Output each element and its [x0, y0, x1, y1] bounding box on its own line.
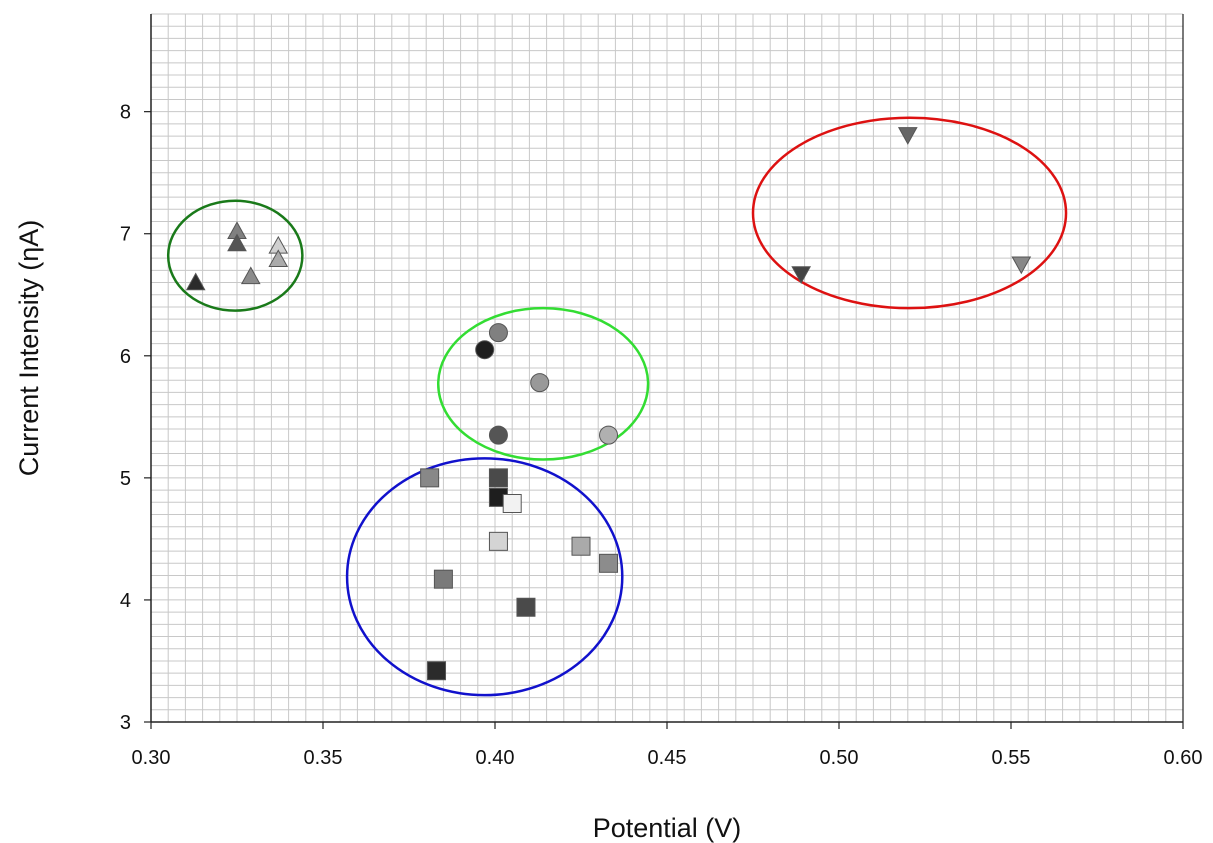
- y-tick-label: 8: [120, 102, 131, 124]
- cluster-ellipse: [166, 199, 304, 312]
- x-tick-label: 0.40: [476, 747, 515, 769]
- y-tick-label: 3: [120, 712, 131, 734]
- triangle-up-point: [227, 233, 247, 252]
- square-point: [427, 661, 447, 681]
- square-point: [488, 531, 508, 551]
- triangle-down-point: [1011, 256, 1032, 275]
- square-point: [571, 536, 591, 556]
- square-point: [488, 468, 508, 488]
- circle-point: [488, 323, 508, 343]
- y-tick-label: 4: [120, 590, 131, 612]
- x-tick-label: 0.50: [820, 747, 859, 769]
- cluster-ellipses: [166, 116, 1068, 697]
- x-tick-label: 0.55: [992, 747, 1031, 769]
- cluster-ellipse: [345, 457, 624, 697]
- circle-point: [475, 340, 495, 360]
- x-tick-label: 0.60: [1164, 747, 1203, 769]
- circle-point: [530, 373, 550, 393]
- y-axis-title: Current Intensity (ƞA): [14, 220, 44, 477]
- square-point: [420, 468, 440, 488]
- x-axis-title: Potential (V): [593, 813, 742, 843]
- square-point: [433, 569, 453, 589]
- x-tick-label: 0.35: [304, 747, 343, 769]
- circle-point: [599, 425, 619, 445]
- cluster-ellipse: [436, 306, 650, 461]
- y-tick-label: 7: [120, 224, 131, 246]
- square-point: [502, 493, 522, 513]
- square-point: [516, 597, 536, 617]
- y-tick-label: 6: [120, 346, 131, 368]
- square-point: [599, 553, 619, 573]
- cluster-ellipse: [751, 116, 1068, 310]
- y-tick-label: 5: [120, 468, 131, 490]
- gridlines: [150, 13, 1184, 723]
- triangle-down-point: [791, 266, 812, 285]
- triangle-down-point: [897, 127, 918, 145]
- circle-point: [488, 425, 508, 445]
- triangle-up-point: [268, 249, 289, 268]
- tick-labels: 0.30 0.35 0.40 0.45 0.50 0.55 0.60 3 4 5 6 7 8: [120, 102, 1203, 769]
- triangle-up-point: [240, 266, 261, 285]
- data-points: [185, 127, 1032, 681]
- triangle-up-point: [185, 272, 206, 291]
- x-tick-label: 0.30: [132, 747, 171, 769]
- x-tick-label: 0.45: [648, 747, 687, 769]
